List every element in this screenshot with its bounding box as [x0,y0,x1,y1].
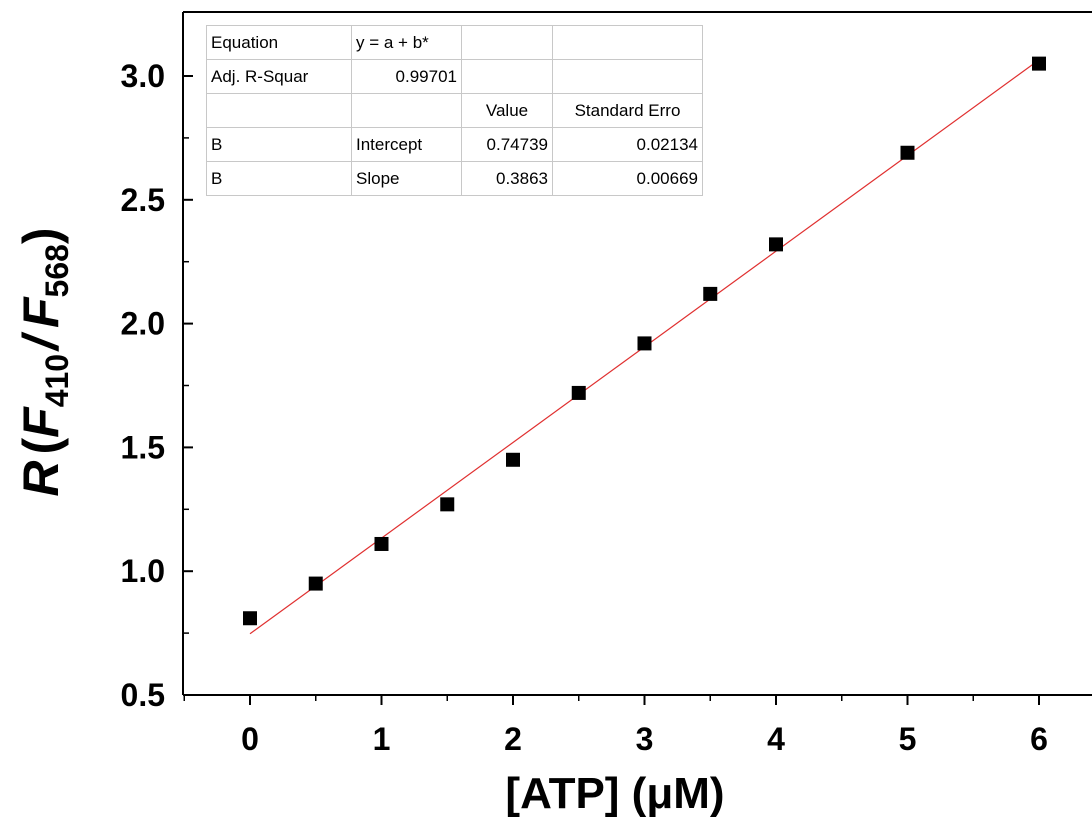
y-tick-label: 1.5 [121,429,165,465]
table-cell: Equation [206,25,352,60]
table-row: Adj. R-Squar 0.99701 [206,59,703,94]
x-axis-title: [ATP] (μM) [505,769,724,818]
y-title-slash: / [13,331,69,352]
table-cell: 0.02134 [552,127,703,162]
x-tick-label: 0 [241,721,259,757]
table-cell [351,93,462,128]
x-tick-label: 5 [899,721,917,757]
y-axis-title: R(F410/F568) [13,227,75,496]
table-cell [552,59,703,94]
table-row: Equation y = a + b* [206,25,703,60]
table-cell [461,25,553,60]
data-point [243,611,257,626]
y-tick-label: 1.0 [121,553,165,589]
table-cell: Value [461,93,553,128]
table-row: Value Standard Erro [206,93,703,128]
data-point [1032,56,1046,71]
y-title-open: ( [13,437,69,454]
data-point [900,145,915,160]
data-point [637,336,652,351]
table-cell: y = a + b* [351,25,462,60]
table-cell: 0.99701 [351,59,462,94]
y-title-sub1: 410 [39,354,75,407]
table-cell: B [206,161,352,196]
data-point [571,385,586,400]
y-tick-label: 3.0 [121,58,165,94]
table-cell [461,59,553,94]
data-point [308,576,323,591]
y-title-sub2: 568 [39,244,75,297]
y-title-r: R [13,460,69,496]
x-tick-label: 3 [636,721,654,757]
table-row: B Slope 0.3863 0.00669 [206,161,703,196]
y-title-f2: F [13,296,69,328]
table-cell: B [206,127,352,162]
y-title-f1: F [13,406,69,438]
x-tick-label: 1 [373,721,391,757]
fit-results-table: Equation y = a + b* Adj. R-Squar 0.99701… [206,25,703,196]
data-point [374,536,389,551]
table-cell: Standard Erro [552,93,703,128]
table-cell: 0.74739 [461,127,553,162]
table-cell [552,25,703,60]
data-point [506,452,520,467]
table-cell: 0.00669 [552,161,703,196]
table-cell: Adj. R-Squar [206,59,352,94]
table-cell: 0.3863 [461,161,553,196]
y-title-close: ) [13,227,69,244]
svg-text:R(F410/F568): R(F410/F568) [13,227,75,496]
x-tick-label: 2 [504,721,522,757]
y-tick-label: 2.0 [121,306,165,342]
table-cell: Intercept [351,127,462,162]
y-tick-label: 2.5 [121,182,165,218]
table-cell: Slope [351,161,462,196]
data-point [440,497,455,512]
table-cell [206,93,352,128]
table-row: B Intercept 0.74739 0.02134 [206,127,703,162]
data-point [703,286,718,301]
y-tick-label: 0.5 [121,677,165,713]
x-tick-label: 6 [1030,721,1048,757]
data-point [769,237,783,252]
x-tick-label: 4 [767,721,785,757]
